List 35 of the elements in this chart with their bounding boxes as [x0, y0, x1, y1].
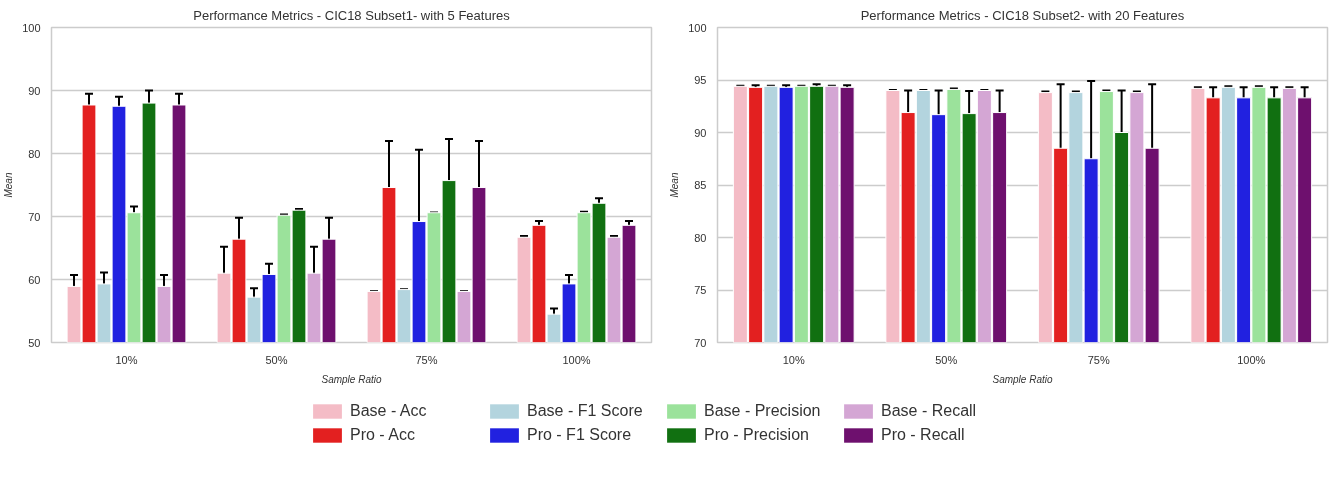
x-tick-label: 50%	[935, 353, 958, 366]
y-tick-label: 60	[28, 273, 41, 286]
y-axis-title: Mean	[669, 172, 681, 198]
legend-label: Base - Recall	[881, 402, 978, 420]
y-tick-label: 70	[28, 210, 41, 223]
chart-title: Performance Metrics - CIC18 Subset2- with 20 Features	[860, 7, 1185, 23]
x-axis-title: Sample Ratio	[992, 373, 1053, 385]
x-tick-label: 100%	[562, 353, 591, 366]
y-tick-label: 100	[688, 21, 707, 34]
legend-label: Base - F1 Score	[527, 402, 644, 420]
x-tick-label: 50%	[265, 353, 288, 366]
x-tick-label: 10%	[782, 353, 805, 366]
y-axis-title: Mean	[3, 172, 15, 198]
x-tick-label: 100%	[1237, 353, 1266, 366]
y-tick-label: 70	[694, 336, 707, 349]
x-tick-label: 75%	[1087, 353, 1110, 366]
x-tick-label: 75%	[415, 353, 438, 366]
legend-label: Pro - Acc	[350, 426, 416, 444]
y-tick-label: 85	[694, 179, 707, 191]
y-tick-label: 100	[22, 21, 41, 34]
legend-label: Pro - Recall	[881, 426, 966, 444]
y-tick-label: 80	[28, 147, 41, 160]
legend-label: Base - Precision	[704, 402, 822, 420]
y-tick-label: 90	[694, 126, 707, 139]
legend-label: Pro - Precision	[704, 426, 810, 444]
y-tick-label: 80	[694, 231, 707, 244]
y-tick-label: 90	[28, 84, 41, 97]
legend-label: Base - Acc	[350, 402, 428, 420]
x-axis-title: Sample Ratio	[321, 373, 382, 385]
chart-title: Performance Metrics - CIC18 Subset1- with 5 Features	[193, 7, 511, 23]
x-tick-label: 10%	[115, 353, 138, 366]
y-tick-label: 95	[694, 74, 707, 86]
y-tick-label: 75	[694, 284, 707, 296]
y-tick-label: 50	[28, 336, 41, 349]
legend-label: Pro - F1 Score	[527, 426, 633, 444]
